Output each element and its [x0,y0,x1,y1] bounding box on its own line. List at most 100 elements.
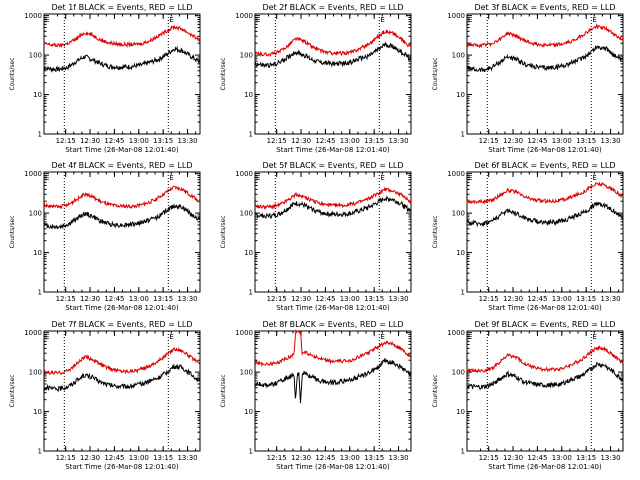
x-tick-label: 12:45 [104,454,124,462]
series-line-lld [466,345,624,374]
x-tick-label: 12:45 [315,295,335,303]
x-tick-label: 13:30 [388,295,408,303]
chart-panel-4: Det 4f BLACK = Events, RED = LLD 1 10 100 10… [9,161,201,312]
x-tick-label: 13:30 [177,454,197,462]
x-tick-label: 12:30 [503,295,523,303]
y-tick-label: 10 [33,249,42,257]
series-line-lld [254,29,412,58]
y-tick-label: 1000 [235,12,253,20]
chart-panel-7: Det 7f BLACK = Events, RED = LLD 1 10 100 10… [9,320,201,471]
x-axis-label: Start Time (26-Mar-08 12:01:40) [65,146,179,154]
y-tick-label: 100 [240,369,253,377]
y-tick-label: 1 [38,448,42,456]
x-tick-label: 13:15 [364,454,384,462]
y-axis-label: Counts/sec [9,215,16,248]
x-tick-label: 13:30 [600,137,620,145]
x-tick-label: 13:00 [129,454,149,462]
start-marker-label: E [468,333,472,341]
x-tick-label: 12:45 [315,454,335,462]
y-tick-label: 1 [249,289,253,297]
y-tick-label: 10 [244,408,253,416]
start-marker-label: E [468,174,472,182]
x-tick-label: 13:00 [552,295,572,303]
x-tick-label: 12:45 [527,295,547,303]
series-line-events [43,203,201,230]
x-tick-label: 12:30 [80,137,100,145]
x-axis-label: Start Time (26-Mar-08 12:01:40) [276,146,390,154]
chart-panel-6: Det 6f BLACK = Events, RED = LLD 1 10 100 10… [432,161,624,312]
y-tick-label: 1000 [447,329,465,337]
time-marker-label: E [380,333,384,341]
x-axis-label: Start Time (26-Mar-08 12:01:40) [65,304,179,312]
series-line-lld [43,347,200,376]
chart-title: Det 9f BLACK = Events, RED = LLD [474,320,615,329]
series-line-events [466,44,624,73]
y-tick-label: 10 [33,408,42,416]
series-line-events [466,201,623,228]
y-tick-label: 100 [29,369,42,377]
y-axis-label: Counts/sec [9,374,16,407]
x-axis-label: Start Time (26-Mar-08 12:01:40) [488,146,602,154]
x-tick-label: 13:15 [576,454,596,462]
chart-title: Det 1f BLACK = Events, RED = LLD [51,3,192,12]
plot-frame [43,171,201,293]
y-tick-label: 10 [244,91,253,99]
x-tick-label: 12:30 [291,295,311,303]
x-tick-label: 12:45 [527,137,547,145]
x-tick-label: 13:30 [600,295,620,303]
y-tick-label: 1 [38,289,42,297]
x-tick-label: 13:30 [177,137,197,145]
x-tick-label: 13:00 [552,137,572,145]
x-tick-label: 12:45 [104,137,124,145]
x-tick-label: 12:30 [80,295,100,303]
chart-panel-8: Det 8f BLACK = Events, RED = LLD 1 10 100 10… [220,320,412,471]
plot-frame [254,171,412,293]
series-line-events [254,41,412,69]
x-tick-label: 12:15 [267,137,287,145]
y-tick-label: 1 [461,131,465,139]
chart-title: Det 4f BLACK = Events, RED = LLD [51,161,192,170]
y-tick-label: 100 [452,369,465,377]
x-tick-label: 13:00 [552,454,572,462]
x-tick-label: 12:30 [291,137,311,145]
x-axis-label: Start Time (26-Mar-08 12:01:40) [276,463,390,471]
x-tick-label: 12:30 [291,454,311,462]
start-marker-label: E [45,333,49,341]
y-tick-label: 1000 [24,170,42,178]
start-marker-label: E [45,16,49,24]
y-tick-label: 1000 [235,170,253,178]
x-tick-label: 12:30 [80,454,100,462]
x-tick-label: 13:00 [129,137,149,145]
start-marker-label: E [45,174,49,182]
chart-title: Det 3f BLACK = Events, RED = LLD [474,3,615,12]
x-tick-label: 13:00 [129,295,149,303]
x-tick-label: 13:15 [364,295,384,303]
x-tick-label: 12:15 [479,454,499,462]
start-marker-label: E [256,333,260,341]
y-tick-label: 100 [29,210,42,218]
y-tick-label: 1 [249,131,253,139]
chart-title: Det 2f BLACK = Events, RED = LLD [262,3,403,12]
start-marker-label: E [256,174,260,182]
y-axis-label: Counts/sec [220,374,227,407]
x-tick-label: 13:15 [153,454,173,462]
x-tick-label: 13:15 [576,295,596,303]
y-tick-label: 1000 [447,12,465,20]
plot-frame [466,171,624,293]
start-marker-label: E [256,16,260,24]
plot-frame [466,330,624,452]
y-tick-label: 1000 [235,329,253,337]
x-axis-label: Start Time (26-Mar-08 12:01:40) [488,304,602,312]
chart-title: Det 8f BLACK = Events, RED = LLD [262,320,403,329]
x-tick-label: 12:15 [479,137,499,145]
y-tick-label: 1000 [24,329,42,337]
y-axis-label: Counts/sec [220,57,227,90]
x-tick-label: 13:00 [340,454,360,462]
y-axis-label: Counts/sec [432,374,439,407]
x-axis-label: Start Time (26-Mar-08 12:01:40) [276,304,390,312]
x-tick-label: 13:00 [340,137,360,145]
series-line-events [466,361,624,391]
y-tick-label: 100 [240,52,253,60]
x-tick-label: 13:30 [388,137,408,145]
